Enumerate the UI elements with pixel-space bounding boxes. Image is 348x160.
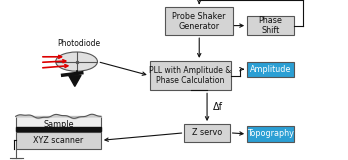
FancyBboxPatch shape	[16, 116, 101, 132]
FancyBboxPatch shape	[165, 7, 233, 35]
Text: Photodiode: Photodiode	[57, 39, 101, 48]
Text: Phase
Shift: Phase Shift	[259, 16, 283, 35]
FancyBboxPatch shape	[16, 132, 101, 149]
Text: Amplitude: Amplitude	[250, 65, 291, 74]
FancyBboxPatch shape	[247, 62, 294, 77]
Text: Δf: Δf	[213, 102, 223, 112]
FancyBboxPatch shape	[247, 126, 294, 142]
Polygon shape	[16, 127, 101, 131]
Text: XYZ scanner: XYZ scanner	[33, 136, 84, 145]
FancyBboxPatch shape	[247, 16, 294, 35]
Text: Sample: Sample	[43, 120, 73, 129]
Polygon shape	[69, 75, 81, 86]
FancyBboxPatch shape	[184, 124, 230, 142]
Text: Probe Shaker
Generator: Probe Shaker Generator	[173, 12, 226, 31]
Text: Z servo: Z servo	[192, 128, 222, 137]
Text: Topography: Topography	[247, 129, 294, 139]
Text: PLL with Amplitude &
Phase Calculation: PLL with Amplitude & Phase Calculation	[149, 66, 232, 85]
Circle shape	[56, 52, 97, 71]
FancyBboxPatch shape	[150, 61, 231, 90]
